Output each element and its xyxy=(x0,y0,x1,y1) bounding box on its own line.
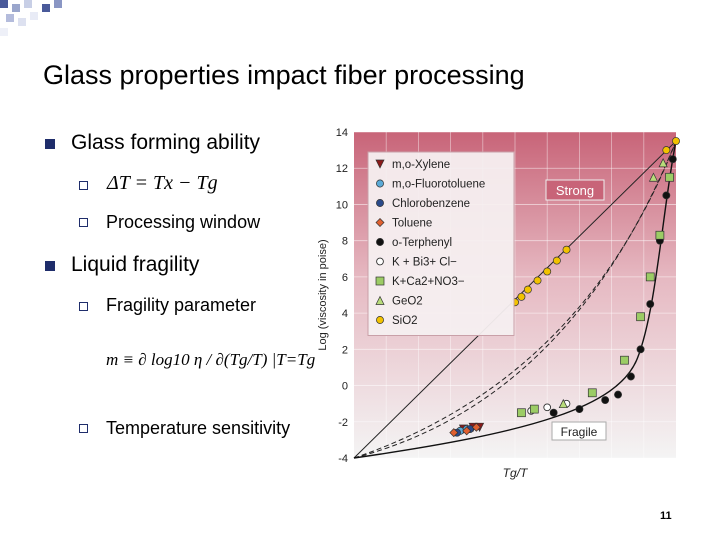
y-tick-label: 14 xyxy=(336,128,348,139)
sub-bullet-box xyxy=(79,181,88,190)
sub-bullet-box xyxy=(79,218,88,227)
intermediate-curve xyxy=(353,140,677,459)
legend: m,o-Xylene m,o-Fluorotoluene Chlorobenzene… xyxy=(367,151,515,336)
data-point xyxy=(626,372,635,381)
sub-bullet-box xyxy=(79,302,88,311)
bullet-square xyxy=(45,261,55,271)
legend-entry: m,o-Fluorotoluene xyxy=(392,179,485,191)
data-point xyxy=(662,191,671,200)
data-point xyxy=(462,426,472,436)
data-point xyxy=(558,398,568,409)
data-point xyxy=(668,155,677,164)
viscosity-chart: -4 -2 0 2 4 6 8 10 12 14 m,o-Xylene m,o-Fluorotolu… xyxy=(317,128,680,480)
y-tick-label: 8 xyxy=(342,236,348,248)
y-tick-label: -2 xyxy=(338,417,348,429)
fragile-label-box xyxy=(551,421,607,441)
formula-fragility: m ≡ ∂ log10 η / ∂(Tg/T) |T=Tg xyxy=(106,350,316,369)
data-point xyxy=(646,300,655,309)
legend-entry: SiO2 xyxy=(392,315,418,327)
data-point xyxy=(543,403,552,412)
legend-entry: m,o-Xylene xyxy=(392,159,450,171)
fragile-curve xyxy=(353,140,677,459)
data-point xyxy=(575,405,584,414)
y-tick-label: 12 xyxy=(336,163,348,175)
data-point xyxy=(552,256,561,265)
legend-entry: K+Ca2+NO3− xyxy=(392,276,465,288)
data-point xyxy=(517,292,526,301)
data-point xyxy=(636,345,645,354)
slide-title: Glass properties impact fiber processing xyxy=(43,60,525,90)
strong-label: Strong xyxy=(556,183,594,198)
data-points xyxy=(449,137,680,438)
data-point xyxy=(543,267,552,276)
data-point xyxy=(533,276,542,285)
data-point xyxy=(587,388,597,398)
data-point xyxy=(658,158,668,168)
sub-bullet-box xyxy=(79,424,88,433)
legend-marker xyxy=(376,257,384,266)
legend-entry: Toluene xyxy=(392,218,432,230)
strong-label-box xyxy=(545,179,605,201)
y-axis-label: Log (viscosity in poise) xyxy=(317,239,329,350)
page-number: 11 xyxy=(660,510,672,522)
y-tick-label: 6 xyxy=(342,272,348,284)
formula-delta-t: ΔT = Tx − Tg xyxy=(107,172,218,194)
data-point xyxy=(662,146,671,155)
bullet-square xyxy=(45,139,55,149)
data-point xyxy=(529,404,539,414)
data-point xyxy=(449,428,459,438)
y-tick-labels: -4 -2 0 2 4 6 8 10 12 14 xyxy=(336,128,348,465)
data-point xyxy=(672,137,680,146)
legend-entry: GeO2 xyxy=(392,296,423,308)
data-point xyxy=(523,285,532,294)
legend-marker xyxy=(375,218,385,227)
data-point xyxy=(655,230,665,240)
data-point xyxy=(665,172,674,182)
data-point xyxy=(614,390,622,399)
y-tick-label: 10 xyxy=(336,199,348,211)
legend-marker xyxy=(375,295,385,305)
legend-marker xyxy=(376,316,384,324)
data-point xyxy=(636,312,645,322)
data-point xyxy=(620,355,629,365)
data-point xyxy=(648,172,659,182)
corner-decoration xyxy=(0,0,62,36)
data-point xyxy=(517,408,526,418)
data-point xyxy=(471,422,481,432)
bullet-liquid-fragility: Liquid fragility xyxy=(71,253,200,276)
data-point xyxy=(601,396,610,404)
legend-entry: Chlorobenzene xyxy=(392,198,470,210)
sub-processing-window: Processing window xyxy=(106,212,261,232)
data-point xyxy=(645,272,655,282)
legend-marker xyxy=(376,179,384,188)
data-point xyxy=(549,408,558,417)
legend-marker xyxy=(376,199,384,207)
x-axis-label: Tg/T xyxy=(503,466,529,480)
legend-marker xyxy=(375,159,385,169)
legend-box xyxy=(367,151,515,336)
sub-fragility-parameter: Fragility parameter xyxy=(106,295,257,315)
legend-entry: o-Terphenyl xyxy=(392,237,452,249)
bullet-glass-forming: Glass forming ability xyxy=(71,131,261,154)
y-tick-label: 4 xyxy=(342,308,348,320)
y-tick-label: -4 xyxy=(338,453,348,465)
legend-marker xyxy=(376,238,384,246)
data-point xyxy=(562,245,571,254)
y-tick-label: 0 xyxy=(342,381,348,393)
y-tick-label: 2 xyxy=(342,344,348,356)
fragile-label: Fragile xyxy=(561,425,598,439)
legend-marker xyxy=(375,276,385,286)
sub-temperature-sensitivity: Temperature sensitivity xyxy=(106,418,291,438)
legend-entry: K + Bi3+ Cl− xyxy=(392,257,457,269)
